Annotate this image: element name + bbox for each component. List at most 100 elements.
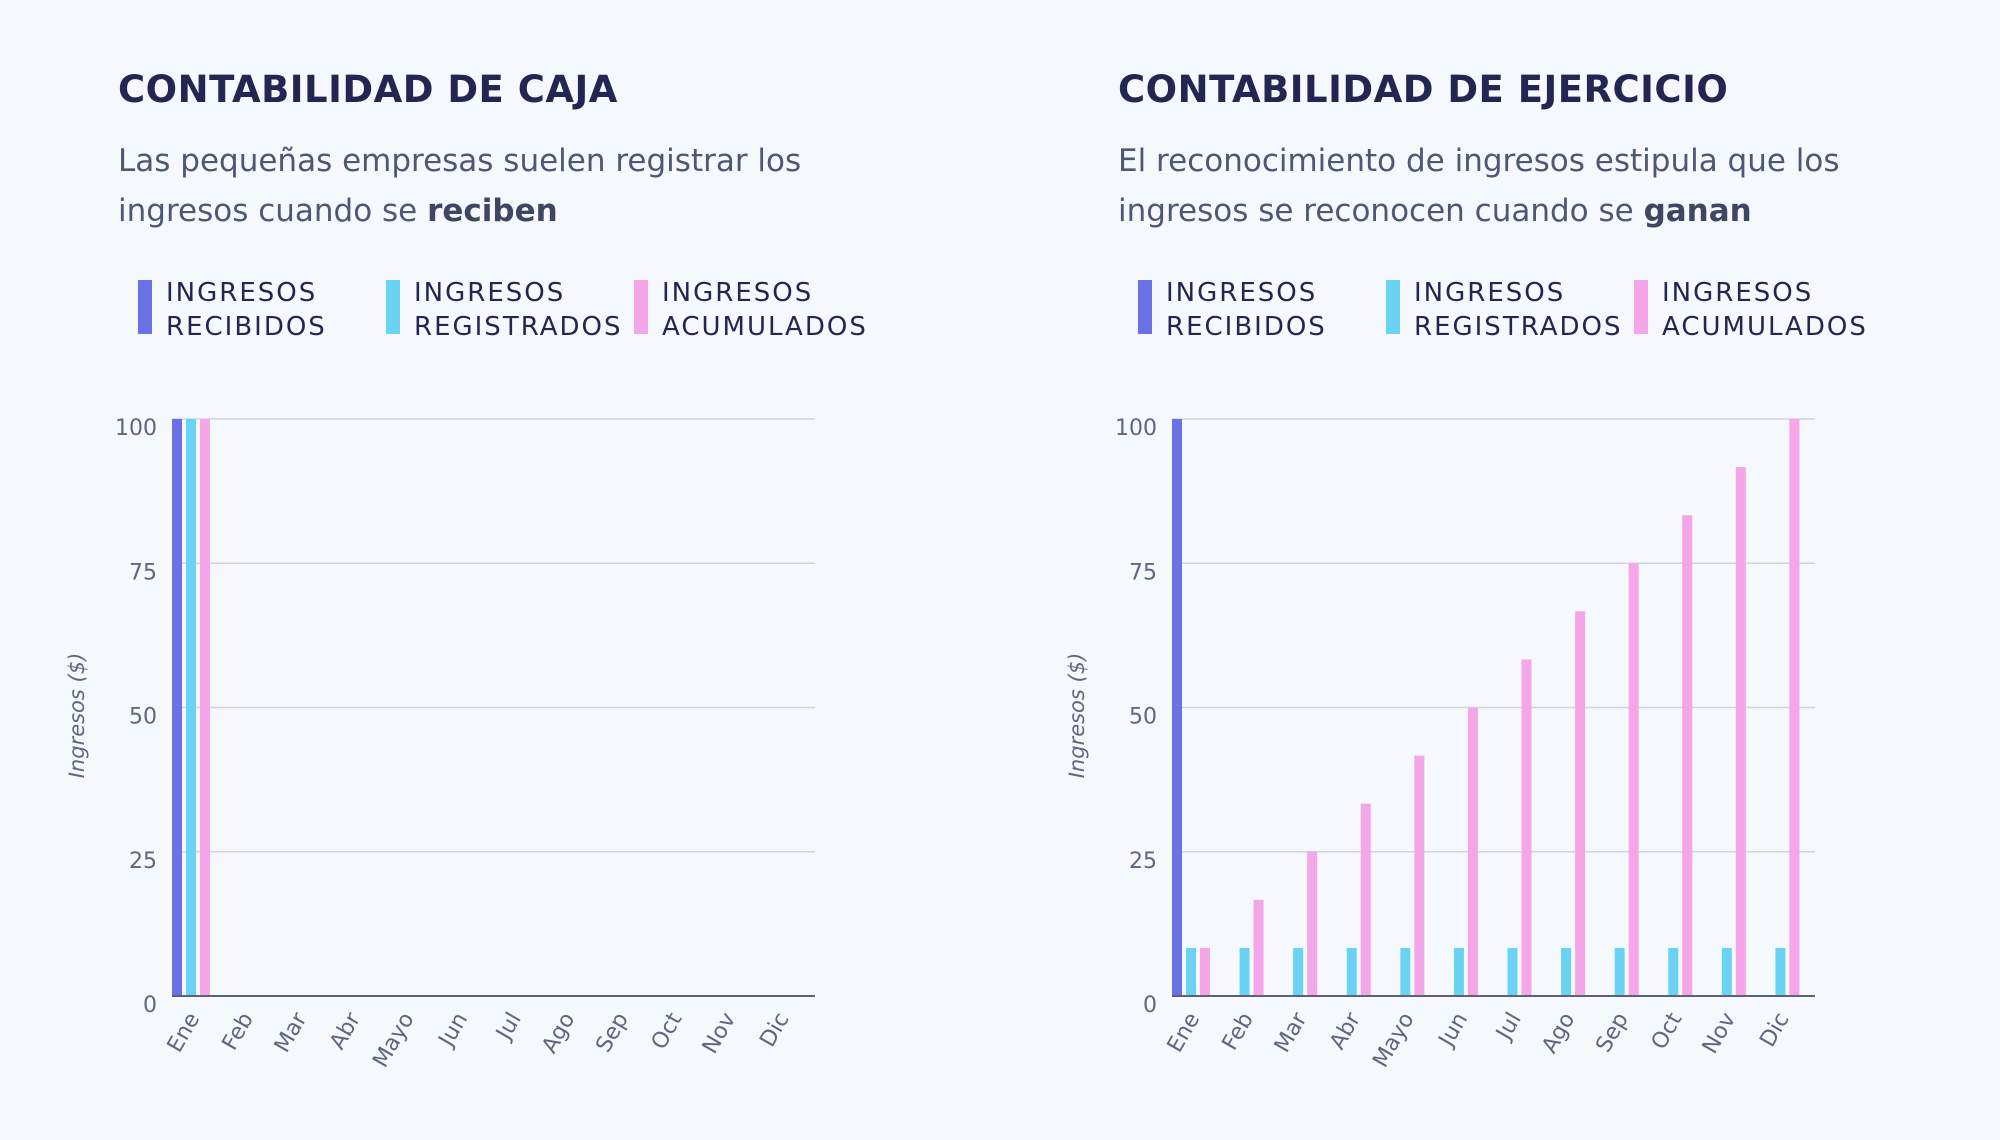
y-tick-label: 0 (1143, 993, 1157, 1018)
legend-line2: ACUMULADOS (1662, 312, 1868, 342)
legend-line2: RECIBIDOS (1166, 312, 1327, 342)
bar (1575, 611, 1586, 996)
x-tick-label: Ago (1537, 1009, 1580, 1058)
subtitle-text: El reconocimiento de ingresos estipula q… (1118, 143, 1840, 229)
legend-line1: INGRESOS (1414, 278, 1566, 308)
y-tick-label: 50 (1129, 705, 1157, 730)
y-tick-label: 25 (1129, 849, 1157, 874)
legend-line2: REGISTRADOS (1414, 312, 1623, 342)
bar (1400, 947, 1411, 996)
legend-line1: INGRESOS (1166, 278, 1318, 308)
legend-line1: INGRESOS (662, 278, 814, 308)
legend-swatch (1634, 280, 1648, 334)
bar (1172, 419, 1182, 996)
legend-label: INGRESOS RECIBIDOS (166, 276, 386, 344)
bar (1253, 899, 1264, 996)
legend-label: INGRESOS RECIBIDOS (1166, 276, 1386, 344)
x-tick-label: Feb (218, 1009, 259, 1055)
x-tick-label: Jun (1433, 1009, 1473, 1053)
bar (200, 419, 210, 996)
bar (1360, 803, 1371, 996)
x-tick-label: Mar (1270, 1008, 1313, 1057)
subtitle-emphasis: reciben (427, 193, 558, 229)
subtitle-text: Las pequeñas empresas suelen registrar l… (118, 143, 802, 229)
bar (172, 419, 182, 996)
bar (1453, 947, 1464, 996)
bar (1775, 947, 1786, 996)
accrual-chart: 0 25 50 75 100 Ene Feb Mar Abr Mayo Jun Jul Ago Sep Oc… (1000, 380, 2000, 1120)
bar (1186, 947, 1196, 996)
y-tick-label: 100 (115, 416, 157, 441)
x-tick-label: Oct (647, 1008, 688, 1054)
bar (1346, 947, 1357, 996)
x-tick-label: Ago (537, 1009, 580, 1058)
legend: INGRESOS RECIBIDOS INGRESOS REGISTRADOS IN… (1138, 276, 1898, 346)
y-tick-label: 100 (1115, 416, 1157, 441)
x-tick-label: Ene (1163, 1009, 1205, 1057)
legend-label: INGRESOS REGISTRADOS (414, 276, 634, 344)
y-tick-label: 75 (129, 560, 157, 585)
legend-swatch (634, 280, 648, 334)
panel-title: CONTABILIDAD DE CAJA (118, 68, 618, 111)
legend-label: INGRESOS ACUMULADOS (662, 276, 882, 344)
bar (1735, 467, 1746, 996)
x-tick-label: Jun (433, 1009, 473, 1053)
bar (186, 419, 196, 996)
x-tick-label: Mar (270, 1008, 313, 1057)
cash-chart: 0 25 50 75 100 Ene Feb Mar Abr Mayo Jun Jul Ago Sep Oc… (0, 380, 1000, 1120)
bar (1293, 947, 1304, 996)
x-tick-label: Mayo (1368, 1009, 1419, 1073)
legend-swatch (1138, 280, 1152, 334)
accrual-chart-svg: 0 25 50 75 100 Ene Feb Mar Abr Mayo Jun Jul Ago Sep Oc… (1065, 416, 1815, 1073)
y-axis-title: Ingresos ($) (65, 653, 89, 779)
y-tick-label: 0 (143, 993, 157, 1018)
cash-accounting-panel: CONTABILIDAD DE CAJA Las pequeñas empres… (0, 68, 1000, 1120)
x-tick-label: Ene (163, 1009, 205, 1057)
legend-label: INGRESOS REGISTRADOS (1414, 276, 1634, 344)
bar (1467, 707, 1478, 996)
x-tick-label: Mayo (368, 1009, 419, 1073)
legend-swatch (386, 280, 400, 334)
x-tick-label: Abr (325, 1008, 366, 1054)
legend-line1: INGRESOS (414, 278, 566, 308)
bar (1239, 947, 1250, 996)
panel-subtitle: Las pequeñas empresas suelen registrar l… (118, 136, 898, 236)
panel-subtitle: El reconocimiento de ingresos estipula q… (1118, 136, 1898, 236)
legend-line2: REGISTRADOS (414, 312, 623, 342)
legend-line2: RECIBIDOS (166, 312, 327, 342)
bar (1307, 851, 1318, 996)
cash-chart-svg: 0 25 50 75 100 Ene Feb Mar Abr Mayo Jun Jul Ago Sep Oc… (65, 416, 815, 1073)
legend-swatch (1386, 280, 1400, 334)
bar (1200, 947, 1210, 996)
legend-line1: INGRESOS (166, 278, 318, 308)
legend-swatch (138, 280, 152, 334)
x-tick-label: Nov (698, 1009, 741, 1059)
bar (1721, 947, 1732, 996)
x-tick-label: Abr (1325, 1008, 1366, 1054)
bar (1789, 419, 1800, 996)
x-tick-label: Sep (1591, 1009, 1633, 1057)
bar (1507, 947, 1518, 996)
bar (1614, 947, 1625, 996)
x-tick-label: Sep (591, 1009, 633, 1057)
accrual-accounting-panel: CONTABILIDAD DE EJERCICIO El reconocimie… (1000, 0, 2000, 1140)
y-tick-label: 75 (1129, 560, 1157, 585)
y-axis-title: Ingresos ($) (1065, 653, 1089, 779)
bar (1414, 755, 1425, 996)
subtitle-emphasis: ganan (1643, 193, 1752, 229)
legend-line2: ACUMULADOS (662, 312, 868, 342)
x-tick-label: Dic (1755, 1009, 1794, 1052)
x-tick-label: Oct (1647, 1008, 1688, 1054)
bar (1682, 515, 1693, 996)
x-tick-label: Dic (755, 1009, 794, 1052)
bar (1668, 947, 1679, 996)
y-tick-label: 25 (129, 849, 157, 874)
panel-title: CONTABILIDAD DE EJERCICIO (1118, 68, 1729, 111)
x-tick-label: Nov (1698, 1009, 1741, 1059)
x-tick-label: Feb (1218, 1009, 1259, 1055)
x-tick-label: Jul (491, 1009, 527, 1046)
bar (1628, 563, 1639, 996)
y-tick-label: 50 (129, 705, 157, 730)
legend-line1: INGRESOS (1662, 278, 1814, 308)
legend: INGRESOS RECIBIDOS INGRESOS REGISTRADOS IN… (138, 276, 898, 346)
